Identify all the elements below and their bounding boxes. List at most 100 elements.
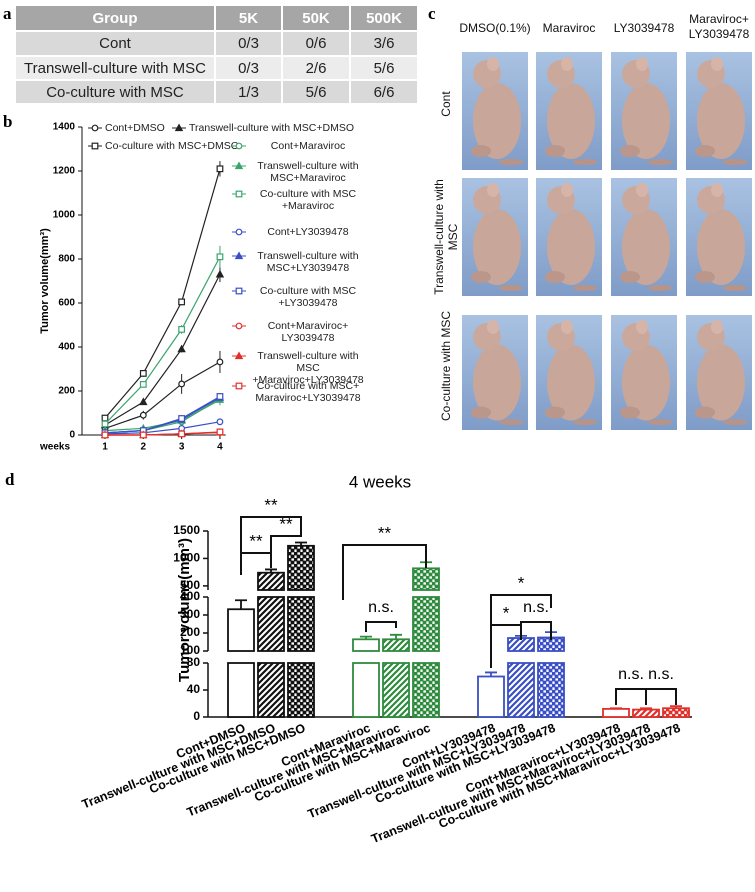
significance-bracket xyxy=(520,621,552,640)
point xyxy=(178,326,186,333)
y-tick-label: 1500 xyxy=(173,523,200,537)
mouse-leg xyxy=(545,145,565,157)
mouse-tail xyxy=(573,285,597,291)
mouse-body xyxy=(473,344,521,421)
legend-label: Cont+Maraviroc xyxy=(270,140,346,152)
photo-row-header: Cont xyxy=(439,91,453,117)
mouse-tail xyxy=(573,159,597,165)
bar xyxy=(287,544,315,591)
error-bar xyxy=(265,568,277,573)
y-tick-label: 1000 xyxy=(53,210,76,221)
bar xyxy=(227,608,255,652)
y-tick-label: 1000 xyxy=(173,551,200,565)
table-cell: 0/3 xyxy=(215,56,282,80)
legend-item: Transwell-culture with MSC+LY3039478 xyxy=(232,250,367,274)
point xyxy=(177,344,186,353)
significance-label: n.s. xyxy=(648,666,674,683)
legend-symbol xyxy=(88,142,102,150)
mouse-body xyxy=(697,209,745,285)
legend-symbol xyxy=(232,382,246,390)
mouse-ear xyxy=(636,183,648,197)
table-header-cell: Group xyxy=(15,5,215,31)
legend-marker xyxy=(174,123,184,132)
mouse-ear xyxy=(636,320,648,334)
legend-marker xyxy=(91,124,99,132)
table-cell: 3/6 xyxy=(350,31,418,56)
bar xyxy=(227,662,255,718)
mouse-tail xyxy=(573,419,597,425)
y-axis-label: Tumor volume(mm³) xyxy=(39,228,51,334)
legend-label: Cont+Maraviroc+ LY3039478 xyxy=(267,320,349,344)
legend-item: Cont+Maraviroc xyxy=(232,140,367,152)
significance-label: n.s. xyxy=(618,666,644,683)
y-tick-label: 300 xyxy=(180,607,200,621)
mouse-leg xyxy=(545,406,565,419)
error-bar xyxy=(640,707,652,710)
point xyxy=(139,370,147,377)
mouse-ear xyxy=(487,183,499,197)
mouse-leg xyxy=(695,271,715,283)
table-header-cell: 50K xyxy=(282,5,350,31)
point xyxy=(178,415,186,422)
significance-bracket xyxy=(270,527,302,568)
error-bar xyxy=(390,633,402,640)
y-tick-label: 1400 xyxy=(53,122,76,133)
line xyxy=(104,431,220,436)
point xyxy=(178,430,186,438)
bar xyxy=(287,662,315,718)
significance-bracket xyxy=(615,688,647,705)
bar xyxy=(537,662,565,718)
y-tick-label: 400 xyxy=(58,342,75,353)
mouse-tail xyxy=(648,419,672,425)
mouse-body xyxy=(473,83,521,159)
mouse-leg xyxy=(695,145,715,157)
mouse-body xyxy=(697,344,745,421)
photo-row-header: Transwell-culture with MSC xyxy=(432,179,460,295)
mouse-leg xyxy=(695,406,715,419)
y-tick-label: 0 xyxy=(69,430,75,441)
table-header-cell: 5K xyxy=(215,5,282,31)
bar xyxy=(662,707,690,718)
significance-label: n.s. xyxy=(368,599,394,616)
legend-marker xyxy=(235,142,243,150)
line xyxy=(104,361,221,429)
mouse-body xyxy=(547,344,595,421)
bar xyxy=(507,662,535,718)
legend-item: Transwell-culture with MSC+Maraviroc xyxy=(232,160,367,184)
y-axis-label: Tumor volume(mm³) xyxy=(176,538,193,682)
legend-item: Transwell-culture with MSC +Maraviroc+LY… xyxy=(232,350,367,386)
bar xyxy=(287,596,315,652)
table-cell: 6/6 xyxy=(350,80,418,104)
bar xyxy=(257,662,285,718)
legend-symbol xyxy=(232,322,246,330)
mouse-body xyxy=(547,83,595,159)
panel-label: d xyxy=(5,470,15,489)
significance-label: ** xyxy=(279,514,293,533)
legend-symbol xyxy=(232,161,246,170)
legend-label: Transwell-culture with MSC +Maraviroc+LY… xyxy=(252,350,364,386)
mouse-body xyxy=(622,209,670,285)
y-tick-label: 200 xyxy=(58,386,75,397)
significance-label: * xyxy=(503,603,510,622)
error-bar xyxy=(670,705,682,709)
bar xyxy=(412,596,440,652)
legend-item: Co-culture with MSC+DMSO xyxy=(88,140,239,152)
table-cell: Transwell-culture with MSC xyxy=(15,56,215,80)
legend-marker xyxy=(234,251,244,260)
x-axis-label: weeks xyxy=(39,442,70,453)
bar xyxy=(257,571,285,591)
line xyxy=(104,398,221,434)
mouse-leg xyxy=(620,406,640,419)
mouse-body xyxy=(622,83,670,159)
legend-item: Co-culture with MSC+ Maraviroc+LY3039478 xyxy=(232,380,367,404)
legend-item: Cont+Maraviroc+ LY3039478 xyxy=(232,320,367,344)
photo-column-header: Maraviroc xyxy=(542,21,596,35)
legend-symbol xyxy=(172,123,186,132)
y-tick-label: 0 xyxy=(193,709,200,723)
x-tick-label: 4 xyxy=(217,442,223,453)
table-cell: 1/3 xyxy=(215,80,282,104)
mouse-tail xyxy=(648,159,672,165)
legend-label: Co-culture with MSC+DMSO xyxy=(105,140,239,152)
panel-label: c xyxy=(428,4,436,23)
